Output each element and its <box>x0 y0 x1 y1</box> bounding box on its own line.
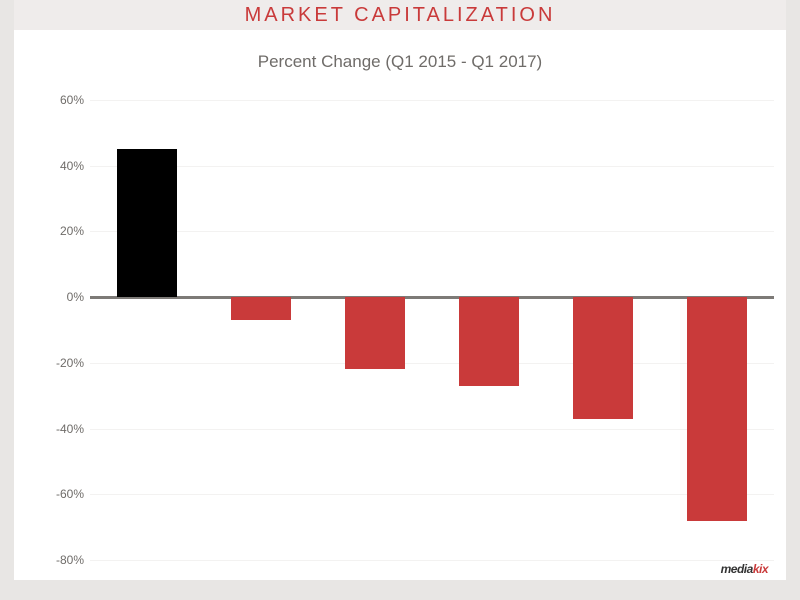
bar <box>687 297 747 520</box>
y-tick-label: -40% <box>34 422 84 436</box>
gridline <box>90 231 774 232</box>
y-tick-label: -60% <box>34 487 84 501</box>
y-tick-label: 0% <box>34 290 84 304</box>
gridline <box>90 363 774 364</box>
chart-area: -80%-60%-40%-20%0%20%40%60% TeslaGMGMFor… <box>34 100 774 560</box>
y-tick-label: 40% <box>34 159 84 173</box>
y-tick-label: 60% <box>34 93 84 107</box>
bar <box>231 297 291 320</box>
y-axis: -80%-60%-40%-20%0%20%40%60% <box>34 100 90 560</box>
title-bar: MARKET CAPITALIZATION <box>14 0 786 30</box>
gridline <box>90 100 774 101</box>
chart-subtitle: Percent Change (Q1 2015 - Q1 2017) <box>14 52 786 72</box>
bar <box>117 149 177 297</box>
gridline <box>90 166 774 167</box>
chart-title: MARKET CAPITALIZATION <box>245 4 556 27</box>
watermark-part2: kix <box>753 562 768 576</box>
chart-card: MARKET CAPITALIZATION Percent Change (Q1… <box>14 0 786 580</box>
gridline <box>90 560 774 561</box>
y-tick-label: -20% <box>34 356 84 370</box>
y-tick-label: -80% <box>34 553 84 567</box>
bar <box>345 297 405 369</box>
gridline <box>90 429 774 430</box>
bar <box>459 297 519 386</box>
watermark-part1: media <box>721 562 753 576</box>
bar <box>573 297 633 419</box>
plot-area: TeslaGMGMFordFordBMWBMWToyotaVolkswagen <box>90 100 774 560</box>
zero-axis-line <box>90 296 774 299</box>
watermark: mediakix <box>721 562 768 576</box>
gridline <box>90 494 774 495</box>
y-tick-label: 20% <box>34 224 84 238</box>
